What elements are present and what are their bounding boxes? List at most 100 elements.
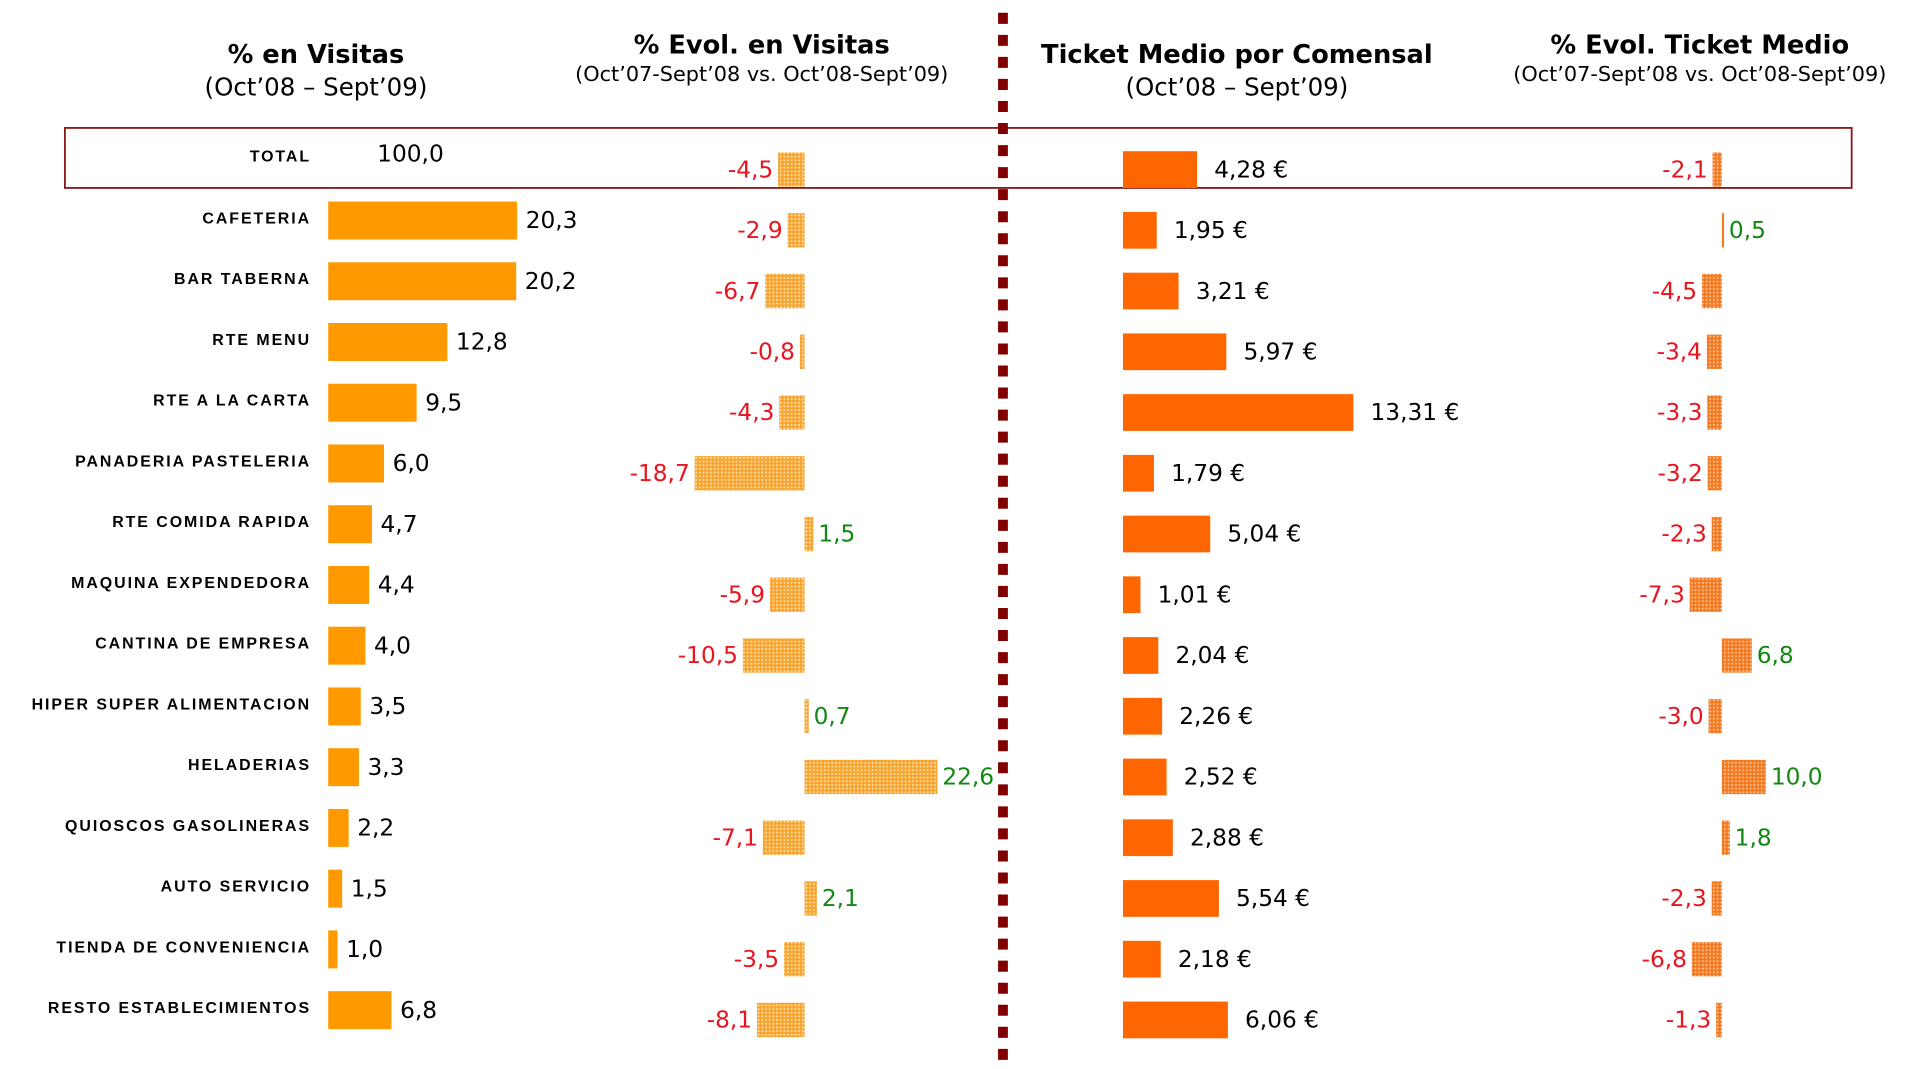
value-label: 2,1 — [822, 885, 859, 912]
bar — [328, 748, 359, 787]
bar — [328, 930, 338, 969]
bar — [1122, 940, 1161, 978]
value-label: 6,06 € — [1245, 1007, 1319, 1034]
panel-subtitle: (Oct’08 – Sept’09) — [205, 73, 428, 102]
bar — [1721, 638, 1752, 673]
value-label: 1,95 € — [1174, 217, 1248, 244]
bar — [1122, 697, 1163, 735]
category-label: CAFETERIA — [202, 210, 311, 227]
bar — [328, 991, 392, 1030]
category-label: QUIOSCOS GASOLINERAS — [65, 818, 311, 835]
value-label: -2,9 — [737, 217, 782, 244]
value-label: 0,5 — [1729, 217, 1766, 244]
category-label: TIENDA DE CONVENIENCIA — [56, 939, 311, 956]
bar — [787, 213, 805, 248]
value-label: 0,7 — [814, 703, 851, 730]
value-label: -5,9 — [720, 581, 765, 608]
panel-subtitle: (Oct’08 – Sept’09) — [1125, 73, 1348, 102]
bar — [742, 638, 805, 673]
value-label: 3,21 € — [1196, 278, 1270, 305]
bar — [799, 334, 805, 369]
value-label: 10,0 — [1771, 764, 1823, 791]
bar — [328, 869, 343, 908]
value-label: 5,54 € — [1236, 885, 1310, 912]
bar — [1711, 881, 1722, 916]
value-label: 2,26 € — [1179, 703, 1253, 730]
value-label: 6,8 — [1757, 642, 1794, 669]
panel-title: % Evol. en Visitas — [634, 30, 890, 60]
category-label: HELADERIAS — [188, 757, 311, 774]
category-label: HIPER SUPER ALIMENTACION — [32, 696, 311, 713]
panel-title: % en Visitas — [228, 40, 405, 70]
panel-subtitle: (Oct’07-Sept’08 vs. Oct’08-Sept’09) — [1513, 62, 1886, 86]
value-label: 5,04 € — [1227, 521, 1301, 548]
category-label: AUTO SERVICIO — [161, 879, 311, 896]
bar — [1708, 699, 1722, 734]
value-label: 1,79 € — [1171, 460, 1245, 487]
total-value: 100,0 — [377, 140, 444, 167]
category-label: CANTINA DE EMPRESA — [95, 636, 311, 653]
bar — [328, 444, 385, 483]
bar — [778, 152, 805, 187]
value-label: 4,7 — [381, 511, 418, 538]
value-label: -6,7 — [715, 278, 760, 305]
value-label: 9,5 — [425, 389, 462, 416]
category-label: PANADERIA PASTELERIA — [75, 453, 311, 470]
bar — [1707, 456, 1722, 491]
bar — [1691, 942, 1722, 977]
value-label: 4,28 € — [1214, 156, 1288, 183]
bar — [1122, 272, 1179, 310]
value-label: 2,52 € — [1184, 764, 1258, 791]
value-label: 2,04 € — [1175, 642, 1249, 669]
value-label: -4,3 — [729, 399, 774, 426]
bar — [756, 1002, 805, 1038]
bar — [762, 820, 805, 855]
category-label: RTE MENU — [212, 332, 311, 349]
category-label: BAR TABERNA — [174, 271, 311, 288]
panel-subtitle: (Oct’07-Sept’08 vs. Oct’08-Sept’09) — [575, 62, 948, 86]
bar — [1721, 759, 1766, 795]
value-label: 4,4 — [378, 572, 415, 599]
panel-title: Ticket Medio por Comensal — [1041, 40, 1433, 70]
bar — [1122, 880, 1219, 917]
bar — [328, 626, 366, 665]
value-label: -4,5 — [1652, 278, 1697, 305]
bar — [328, 323, 448, 361]
bar — [328, 687, 361, 726]
bar — [328, 262, 517, 301]
value-label: -7,1 — [713, 824, 758, 851]
bar — [804, 699, 809, 734]
value-label: -18,7 — [630, 460, 690, 487]
value-label: -8,1 — [707, 1007, 752, 1034]
value-label: 22,6 — [942, 764, 994, 791]
value-label: -6,8 — [1642, 946, 1687, 973]
bar — [694, 456, 805, 491]
bar — [1711, 516, 1722, 552]
panel-title: % Evol. Ticket Medio — [1550, 30, 1849, 60]
bar — [1122, 758, 1167, 796]
value-label: -3,2 — [1657, 460, 1702, 487]
value-label: 4,0 — [374, 632, 411, 659]
bar — [1122, 333, 1227, 371]
value-label: 12,8 — [456, 329, 508, 356]
value-label: -2,3 — [1661, 885, 1706, 912]
bar — [1712, 152, 1722, 187]
bar — [1122, 394, 1354, 431]
value-label: 3,3 — [367, 754, 404, 781]
bar — [1721, 820, 1730, 855]
value-label: 2,2 — [357, 815, 394, 842]
bar — [1122, 819, 1173, 857]
value-label: 2,88 € — [1190, 824, 1264, 851]
value-label: 5,97 € — [1243, 339, 1317, 366]
bar — [1122, 576, 1141, 614]
bar — [1701, 273, 1722, 309]
category-label: RTE COMIDA RAPIDA — [112, 514, 311, 531]
value-label: -0,8 — [750, 339, 795, 366]
value-label: -3,4 — [1657, 339, 1702, 366]
value-label: 1,5 — [351, 875, 388, 902]
bar — [328, 505, 372, 544]
bar — [328, 565, 370, 604]
bar — [804, 881, 817, 916]
value-label: -3,5 — [734, 946, 779, 973]
